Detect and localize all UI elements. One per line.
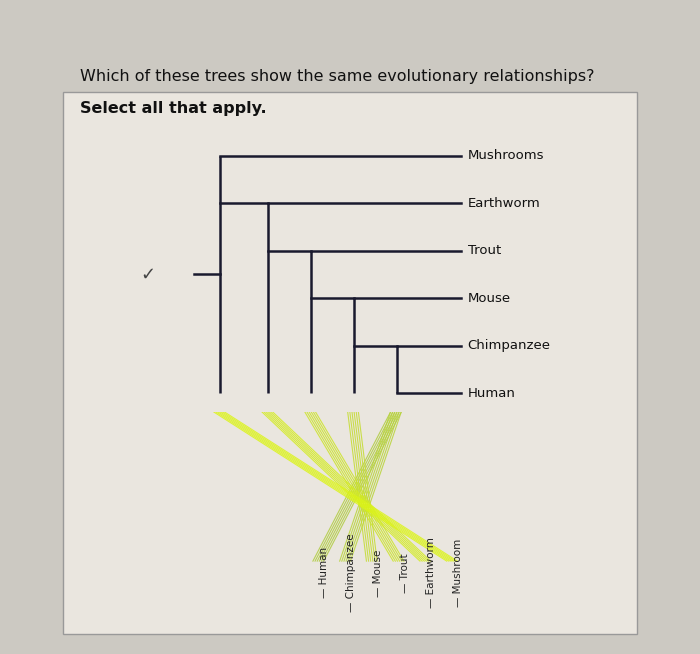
- Text: — Mushroom: — Mushroom: [453, 539, 463, 607]
- Text: Select all that apply.: Select all that apply.: [80, 101, 267, 116]
- Text: — Chimpanzee: — Chimpanzee: [346, 534, 356, 612]
- Text: Human: Human: [468, 387, 515, 400]
- Text: Chimpanzee: Chimpanzee: [468, 339, 551, 352]
- Text: Mushrooms: Mushrooms: [468, 149, 544, 162]
- Text: Which of these trees show the same evolutionary relationships?: Which of these trees show the same evolu…: [80, 69, 595, 84]
- Text: — Human: — Human: [319, 547, 329, 598]
- Text: — Mouse: — Mouse: [373, 549, 383, 596]
- Text: — Earthworm: — Earthworm: [426, 538, 436, 608]
- Text: ✓: ✓: [141, 266, 155, 283]
- Text: Trout: Trout: [468, 244, 501, 257]
- Text: Earthworm: Earthworm: [468, 197, 540, 210]
- Text: — Trout: — Trout: [400, 553, 410, 593]
- Text: Mouse: Mouse: [468, 292, 511, 305]
